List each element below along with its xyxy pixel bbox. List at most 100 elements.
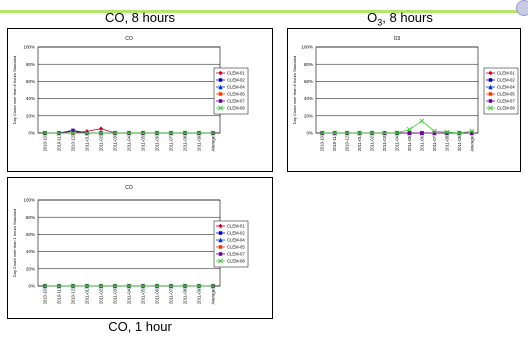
- data-point: [420, 131, 424, 135]
- legend-entry: CLEM-04: [227, 238, 245, 243]
- data-point: [112, 130, 118, 136]
- x-tick-label: 2011-09: [197, 135, 202, 151]
- x-tick-label: 2011-03: [382, 135, 387, 151]
- y-tick-label: 20%: [26, 266, 35, 271]
- x-tick-label: 2010-11: [57, 135, 62, 151]
- chart-title: CO: [125, 36, 133, 42]
- legend-entry: CLEM-04: [497, 85, 515, 90]
- x-tick-label: 2011-01: [357, 135, 362, 151]
- x-tick-label: 2011-04: [127, 288, 132, 304]
- y-axis-label: Day Count over than 8 hours Standard: [292, 56, 297, 125]
- data-point: [456, 130, 462, 136]
- data-point: [42, 130, 48, 136]
- data-point: [182, 130, 188, 136]
- data-point: [332, 130, 338, 136]
- data-point: [70, 283, 76, 289]
- data-point: [210, 130, 216, 136]
- data-point: [319, 130, 325, 136]
- data-point: [98, 126, 104, 131]
- y-tick-label: 40%: [26, 96, 35, 101]
- legend-marker: [218, 237, 223, 243]
- x-tick-label: 2011-01: [85, 135, 90, 151]
- legend-box: [213, 67, 249, 115]
- legend-entry: CLEM-04: [227, 85, 245, 90]
- x-tick-label: 2011-01: [85, 288, 90, 304]
- x-tick-label: Average: [469, 135, 474, 151]
- legend-marker: [488, 99, 493, 103]
- y-tick-label: 100%: [301, 45, 313, 50]
- x-tick-label: 2011-05: [407, 135, 412, 151]
- x-tick-label: Average: [211, 288, 216, 304]
- data-point: [98, 130, 104, 136]
- data-point: [394, 130, 400, 136]
- caption-o3-8h: O3, 8 hours: [367, 10, 433, 28]
- x-tick-label: 2011-02: [99, 135, 104, 151]
- legend-entry: CLEM-08: [497, 106, 515, 111]
- data-point: [196, 283, 202, 289]
- legend-entry: CLEM-02: [227, 78, 245, 83]
- x-tick-label: 2010-12: [71, 135, 76, 151]
- chart-co-8h: CO 0% 20% 40% 60% 80% 100% Day Count over than …: [12, 36, 249, 152]
- legend: CLEM-01 CLEM-02 CLEM-04 CLEM-05 CLEM-07 CLEM-…: [483, 67, 519, 115]
- chart-panel-o3-8h: O3 0% 20% 40% 60% 80% 100% Day Count over than …: [287, 28, 521, 172]
- legend-marker: [218, 70, 223, 76]
- data-point: [431, 128, 437, 134]
- x-tick-label: 2010-10: [320, 135, 325, 151]
- data-point: [126, 130, 132, 136]
- data-point: [196, 130, 202, 136]
- legend-marker: [488, 78, 493, 82]
- data-point: [168, 130, 174, 136]
- legend-entry: CLEM-02: [227, 231, 245, 236]
- y-axis-label: Day Count over than 1 hours Standard: [12, 209, 17, 278]
- x-tick-label: 2011-08: [444, 135, 449, 151]
- y-tick-label: 100%: [23, 45, 35, 50]
- data-point: [445, 131, 449, 135]
- chart-co-1h: CO 0% 20% 40% 60% 80% 100% Day Count over than …: [12, 185, 249, 305]
- data-point: [140, 283, 146, 289]
- data-point: [71, 129, 75, 134]
- x-tick-label: 2011-05: [141, 135, 146, 151]
- legend-marker: [488, 70, 493, 76]
- chart-o3-8h: O3 0% 20% 40% 60% 80% 100% Day Count over than …: [292, 36, 519, 152]
- chart-title: CO: [125, 185, 133, 191]
- legend-marker: [488, 92, 493, 96]
- legend-entry: CLEM-05: [497, 92, 515, 97]
- x-tick-label: 2010-10: [43, 135, 48, 151]
- legend-marker: [218, 252, 223, 256]
- legend-marker: [217, 258, 224, 264]
- legend-entry: CLEM-01: [497, 71, 515, 76]
- legend-marker: [487, 105, 494, 111]
- y-tick-label: 0%: [28, 284, 35, 289]
- x-tick-label: 2011-05: [141, 288, 146, 304]
- y-tick-label: 100%: [23, 198, 35, 203]
- data-point: [357, 130, 363, 136]
- data-point: [210, 283, 216, 289]
- y-tick-label: 20%: [304, 113, 313, 118]
- y-tick-label: 40%: [26, 249, 35, 254]
- data-point: [382, 130, 388, 136]
- legend-entry: CLEM-05: [227, 92, 245, 97]
- legend-marker: [218, 245, 223, 249]
- chart-panel-co-1h: CO 0% 20% 40% 60% 80% 100% Day Count over than …: [7, 177, 273, 319]
- x-tick-label: 2011-02: [370, 135, 375, 151]
- data-point: [70, 130, 76, 136]
- data-point: [407, 131, 412, 135]
- x-tick-label: 2010-12: [345, 135, 350, 151]
- data-point: [406, 127, 412, 133]
- x-tick-label: 2011-03: [113, 288, 118, 304]
- legend-entry: CLEM-01: [227, 224, 245, 229]
- y-tick-label: 80%: [26, 62, 35, 67]
- chart-title: O3: [394, 36, 401, 42]
- data-point: [112, 283, 118, 289]
- legend-marker: [488, 84, 493, 90]
- x-tick-label: 2011-07: [169, 135, 174, 151]
- legend-entry: CLEM-08: [227, 106, 245, 111]
- data-point: [84, 130, 90, 136]
- caption-co-8h: CO, 8 hours: [104, 10, 176, 25]
- data-point: [154, 283, 160, 289]
- data-point: [470, 131, 474, 135]
- caption-co-1h: CO, 1 hour: [108, 319, 172, 334]
- data-point: [182, 283, 188, 289]
- x-tick-label: 2011-08: [183, 135, 188, 151]
- plot-area: [37, 199, 221, 287]
